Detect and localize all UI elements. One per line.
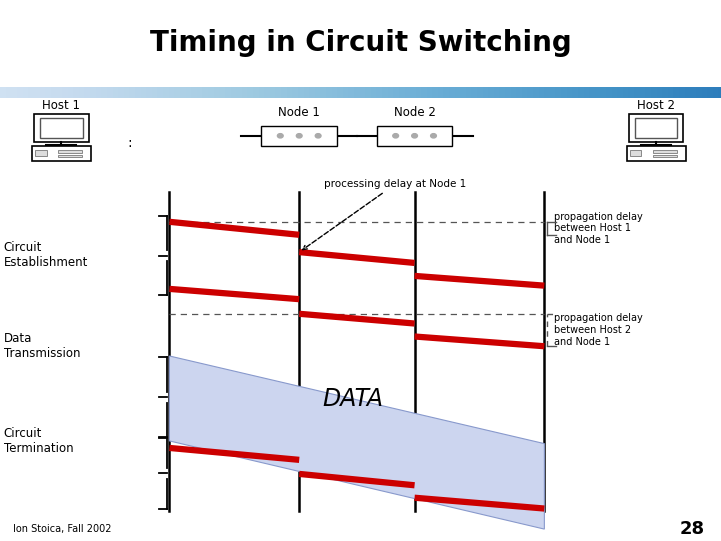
Text: Host 2: Host 2	[637, 99, 675, 112]
FancyBboxPatch shape	[653, 150, 677, 153]
FancyBboxPatch shape	[629, 114, 684, 142]
Circle shape	[315, 134, 321, 138]
Text: 28: 28	[680, 520, 705, 538]
FancyBboxPatch shape	[635, 118, 677, 138]
Text: Host 1: Host 1	[43, 99, 80, 112]
Text: propagation delay
between Host 1
and Node 1: propagation delay between Host 1 and Nod…	[554, 212, 642, 245]
Circle shape	[430, 134, 436, 138]
Text: Circuit
Establishment: Circuit Establishment	[4, 241, 88, 269]
Polygon shape	[169, 356, 544, 529]
FancyBboxPatch shape	[262, 126, 337, 146]
FancyBboxPatch shape	[627, 146, 686, 161]
Circle shape	[278, 134, 283, 138]
FancyBboxPatch shape	[34, 114, 89, 142]
FancyBboxPatch shape	[32, 146, 91, 161]
Text: propagation delay
between Host 2
and Node 1: propagation delay between Host 2 and Nod…	[554, 313, 642, 347]
Text: Node 2: Node 2	[394, 106, 435, 119]
FancyBboxPatch shape	[40, 118, 82, 138]
Text: Node 1: Node 1	[278, 106, 320, 119]
Circle shape	[412, 134, 417, 138]
Text: Timing in Circuit Switching: Timing in Circuit Switching	[150, 29, 571, 57]
Text: :: :	[128, 136, 132, 150]
FancyBboxPatch shape	[58, 150, 82, 153]
FancyBboxPatch shape	[629, 150, 642, 156]
FancyBboxPatch shape	[35, 150, 47, 156]
Text: processing delay at Node 1: processing delay at Node 1	[303, 179, 466, 249]
FancyBboxPatch shape	[376, 126, 453, 146]
Text: Ion Stoica, Fall 2002: Ion Stoica, Fall 2002	[13, 524, 112, 534]
FancyBboxPatch shape	[58, 155, 82, 157]
Text: Circuit
Termination: Circuit Termination	[4, 427, 74, 455]
Text: Data
Transmission: Data Transmission	[4, 332, 80, 360]
Text: DATA: DATA	[323, 387, 384, 411]
Circle shape	[393, 134, 399, 138]
Circle shape	[296, 134, 302, 138]
FancyBboxPatch shape	[653, 155, 677, 157]
